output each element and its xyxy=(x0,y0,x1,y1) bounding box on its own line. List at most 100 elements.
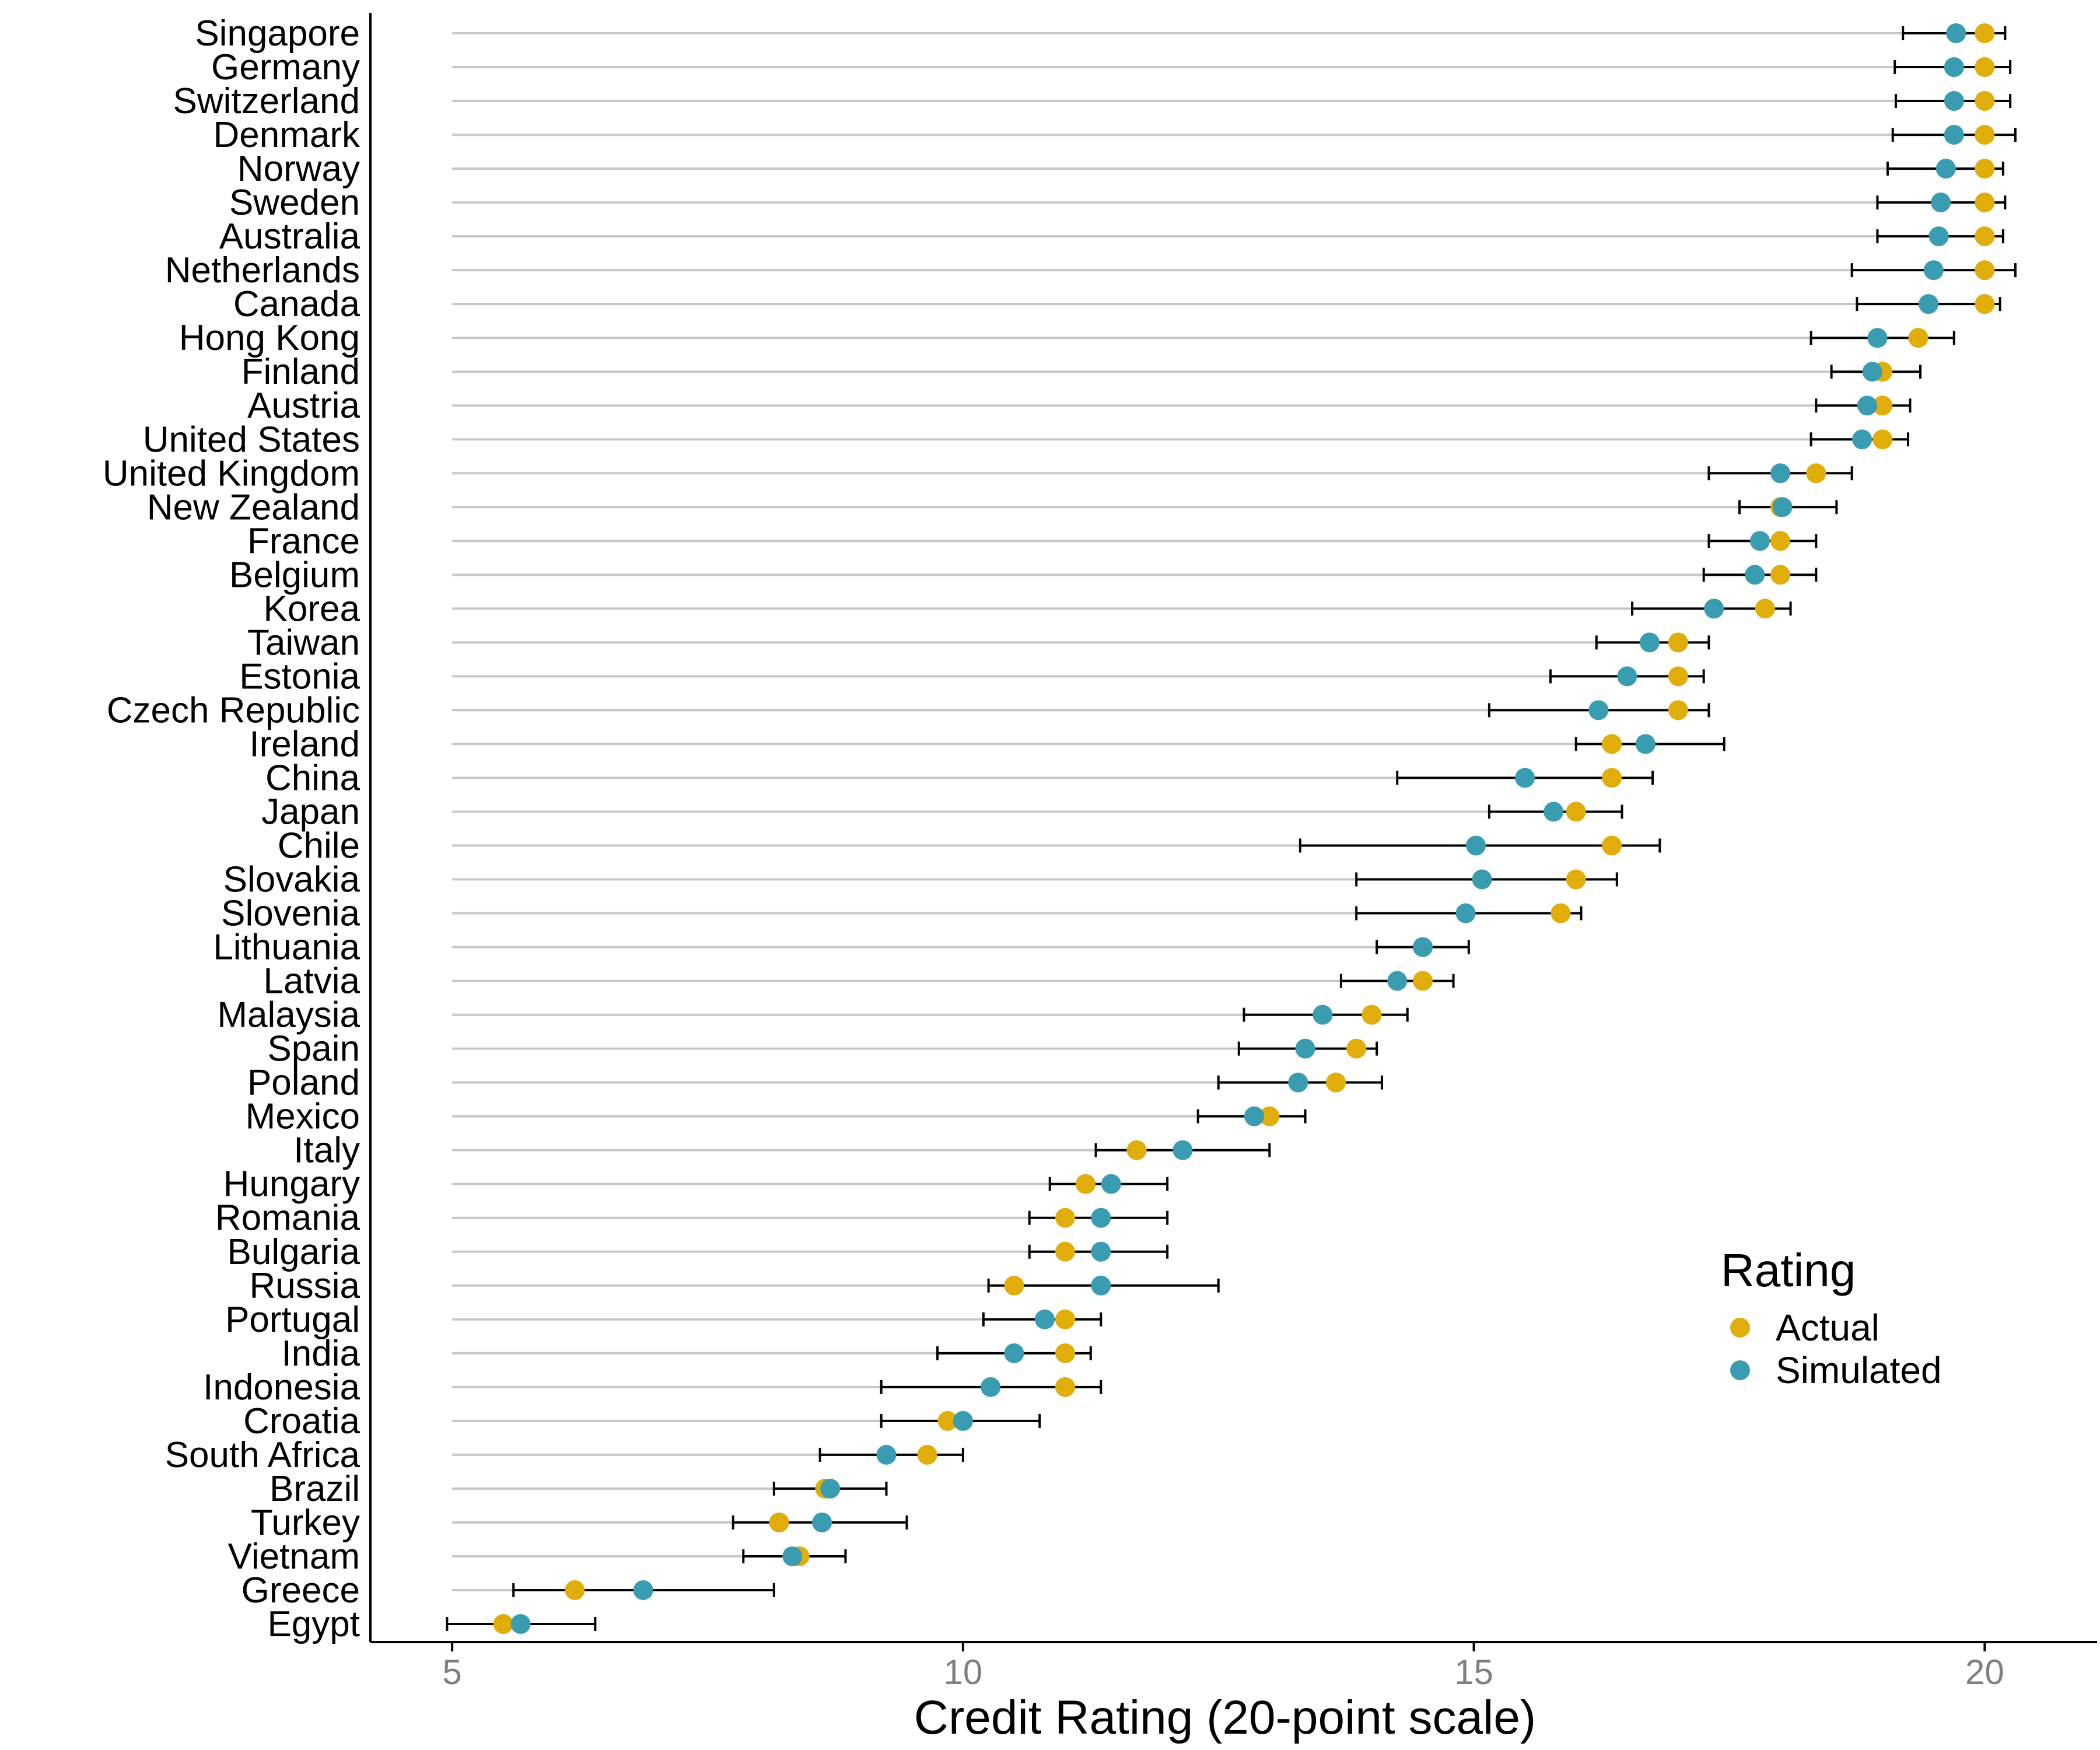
country-label-france: France xyxy=(247,521,360,561)
point-actual-france xyxy=(1770,531,1791,551)
point-simulated-china xyxy=(1515,768,1535,788)
country-label-denmark: Denmark xyxy=(213,115,360,155)
point-simulated-brazil xyxy=(820,1478,841,1499)
guide-lines xyxy=(452,32,1985,1625)
x-tick-label-15: 15 xyxy=(1454,1653,1493,1692)
legend-label-simulated: Simulated xyxy=(1776,1349,1942,1391)
point-simulated-vietnam xyxy=(782,1546,803,1566)
point-simulated-new-zealand xyxy=(1772,497,1793,517)
country-label-taiwan: Taiwan xyxy=(247,622,360,663)
point-actual-denmark xyxy=(1975,125,1995,145)
country-label-bulgaria: Bulgaria xyxy=(228,1232,360,1272)
point-simulated-chile xyxy=(1466,835,1486,856)
point-simulated-france xyxy=(1750,531,1770,551)
country-label-new-zealand: New Zealand xyxy=(147,487,360,527)
country-labels: SingaporeGermanySwitzerlandDenmarkNorway… xyxy=(103,13,360,1644)
country-label-turkey: Turkey xyxy=(251,1503,360,1543)
country-label-hungary: Hungary xyxy=(223,1164,360,1205)
point-simulated-malaysia xyxy=(1312,1005,1333,1025)
point-actual-netherlands xyxy=(1975,260,1995,281)
point-actual-india xyxy=(1055,1343,1076,1363)
point-simulated-switzerland xyxy=(1944,91,1964,111)
point-actual-bulgaria xyxy=(1055,1241,1076,1262)
legend: Rating Actual Simulated xyxy=(1721,1244,1942,1391)
point-simulated-united-states xyxy=(1852,429,1873,450)
country-label-ireland: Ireland xyxy=(249,724,360,764)
country-label-malaysia: Malaysia xyxy=(217,995,360,1035)
country-label-singapore: Singapore xyxy=(195,13,360,54)
country-label-india: India xyxy=(282,1334,360,1374)
point-simulated-norway xyxy=(1936,159,1956,179)
country-label-hong-kong: Hong Kong xyxy=(179,318,360,358)
point-simulated-russia xyxy=(1091,1275,1111,1296)
point-actual-croatia xyxy=(937,1410,958,1431)
point-simulated-germany xyxy=(1944,57,1964,78)
country-label-united-kingdom: United Kingdom xyxy=(103,453,360,494)
point-simulated-portugal xyxy=(1034,1309,1055,1329)
point-simulated-hungary xyxy=(1101,1174,1121,1194)
point-actual-korea xyxy=(1755,598,1775,619)
point-simulated-mexico xyxy=(1244,1106,1265,1126)
point-simulated-korea xyxy=(1704,598,1724,619)
country-label-russia: Russia xyxy=(249,1266,360,1306)
point-actual-canada xyxy=(1975,294,1995,314)
point-simulated-greece xyxy=(633,1580,653,1600)
country-label-mexico: Mexico xyxy=(246,1097,360,1137)
point-simulated-czech-republic xyxy=(1588,700,1609,720)
legend-key-actual xyxy=(1730,1318,1750,1338)
point-simulated-netherlands xyxy=(1923,260,1944,281)
country-label-spain: Spain xyxy=(267,1029,360,1069)
point-simulated-japan xyxy=(1544,802,1564,822)
point-simulated-hong-kong xyxy=(1867,328,1888,348)
point-actual-portugal xyxy=(1055,1309,1076,1329)
country-label-brazil: Brazil xyxy=(270,1469,360,1509)
x-axis-ticks: 5 10 15 20 xyxy=(442,1642,2004,1692)
point-actual-taiwan xyxy=(1668,632,1688,653)
data-points xyxy=(493,23,1995,1634)
country-label-norway: Norway xyxy=(237,149,360,189)
point-actual-mexico xyxy=(1259,1106,1280,1126)
point-simulated-romania xyxy=(1091,1208,1111,1228)
country-label-chile: Chile xyxy=(278,826,360,866)
country-label-austria: Austria xyxy=(247,386,360,426)
point-actual-greece xyxy=(565,1580,585,1600)
point-simulated-croatia xyxy=(953,1410,973,1431)
point-actual-chile xyxy=(1602,835,1622,856)
x-tick-label-10: 10 xyxy=(943,1653,982,1692)
point-actual-egypt xyxy=(493,1614,513,1634)
point-simulated-united-kingdom xyxy=(1770,463,1791,484)
point-actual-indonesia xyxy=(1055,1377,1076,1397)
country-label-canada: Canada xyxy=(233,284,360,324)
point-actual-ireland xyxy=(1602,734,1622,754)
point-actual-singapore xyxy=(1975,23,1995,43)
legend-key-simulated xyxy=(1730,1360,1750,1380)
point-actual-belgium xyxy=(1770,565,1791,585)
point-simulated-slovakia xyxy=(1472,869,1492,890)
point-actual-romania xyxy=(1055,1208,1076,1228)
country-label-portugal: Portugal xyxy=(225,1300,360,1340)
country-label-slovenia: Slovenia xyxy=(221,894,360,934)
country-label-croatia: Croatia xyxy=(243,1401,360,1441)
point-actual-china xyxy=(1602,768,1622,788)
point-actual-australia xyxy=(1975,226,1995,247)
point-simulated-italy xyxy=(1172,1140,1193,1160)
country-label-czech-republic: Czech Republic xyxy=(107,690,360,730)
point-actual-russia xyxy=(1004,1275,1024,1296)
point-simulated-turkey xyxy=(812,1512,832,1532)
point-actual-czech-republic xyxy=(1668,700,1688,720)
country-label-vietnam: Vietnam xyxy=(228,1536,360,1577)
point-simulated-austria xyxy=(1857,396,1877,416)
point-actual-slovenia xyxy=(1550,903,1571,923)
point-actual-hong-kong xyxy=(1908,328,1929,348)
point-simulated-ireland xyxy=(1635,734,1656,754)
point-actual-united-kingdom xyxy=(1806,463,1826,484)
point-actual-italy xyxy=(1126,1140,1147,1160)
point-simulated-india xyxy=(1004,1343,1024,1363)
point-simulated-latvia xyxy=(1387,971,1408,991)
country-label-korea: Korea xyxy=(264,589,360,629)
country-label-sweden: Sweden xyxy=(229,183,360,223)
point-actual-slovakia xyxy=(1566,869,1586,890)
point-actual-hungary xyxy=(1076,1174,1096,1194)
country-label-italy: Italy xyxy=(293,1130,360,1171)
